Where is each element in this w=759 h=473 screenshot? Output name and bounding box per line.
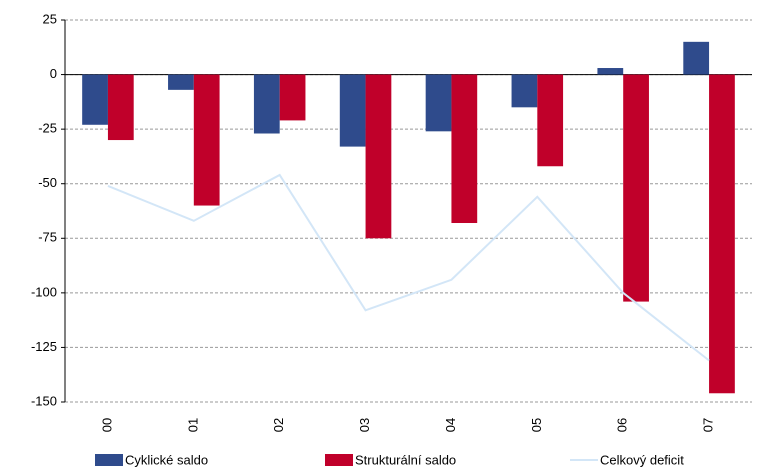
x-tick-label: 06 (615, 418, 630, 432)
bar (623, 74, 649, 302)
bar (537, 74, 564, 167)
y-tick-label: -100 (31, 284, 57, 299)
bar (193, 74, 220, 206)
bar (339, 74, 366, 147)
legend-label: Strukturální saldo (355, 452, 456, 467)
bar (279, 74, 306, 121)
x-tick-label: 03 (357, 418, 372, 432)
y-tick-label: -150 (31, 393, 57, 408)
bar (709, 74, 735, 394)
bar (365, 74, 392, 239)
x-tick-label: 05 (529, 418, 544, 432)
legend-swatch (325, 454, 353, 466)
y-tick-label: -25 (38, 121, 57, 136)
x-tick-label: 00 (99, 418, 114, 432)
y-tick-label: -75 (38, 230, 57, 245)
x-tick-label: 04 (443, 418, 458, 432)
bar (168, 74, 194, 90)
y-tick-label: 25 (43, 11, 57, 26)
y-tick-label: -50 (38, 175, 57, 190)
bar (253, 74, 280, 134)
bar (107, 74, 134, 141)
y-tick-label: 0 (50, 66, 57, 81)
x-tick-label: 01 (185, 418, 200, 432)
bar (82, 74, 108, 125)
bar (451, 74, 478, 224)
legend-label: Celkový deficit (600, 452, 684, 467)
legend-label: Cyklické saldo (125, 452, 208, 467)
y-tick-label: -125 (31, 339, 57, 354)
bar (597, 68, 624, 75)
bar (683, 41, 710, 75)
line (107, 173, 710, 362)
bar (425, 74, 452, 132)
legend-swatch (95, 454, 123, 466)
bar (511, 74, 538, 108)
x-tick-label: 07 (701, 418, 716, 432)
x-tick-label: 02 (271, 418, 286, 432)
